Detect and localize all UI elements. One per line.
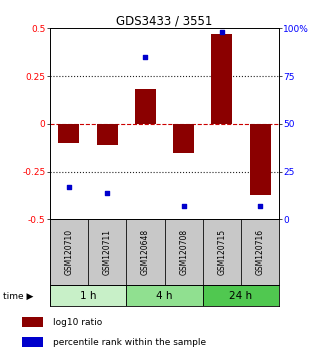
Bar [50, 219, 88, 285]
Bar [22, 337, 43, 347]
Point [219, 29, 224, 35]
Text: time ▶: time ▶ [3, 292, 34, 301]
Text: GSM120648: GSM120648 [141, 229, 150, 275]
Bar [203, 285, 279, 306]
Title: GDS3433 / 3551: GDS3433 / 3551 [116, 14, 213, 27]
Text: GSM120710: GSM120710 [65, 229, 74, 275]
Bar [211, 34, 232, 124]
Bar [22, 317, 43, 327]
Bar [135, 90, 156, 124]
Bar [50, 285, 126, 306]
Bar [58, 124, 79, 143]
Text: percentile rank within the sample: percentile rank within the sample [53, 337, 206, 347]
Point [181, 203, 186, 209]
Bar [88, 219, 126, 285]
Point [105, 190, 110, 195]
Text: GSM120715: GSM120715 [217, 229, 226, 275]
Bar [97, 124, 118, 145]
Bar [203, 219, 241, 285]
Point [257, 203, 263, 209]
Text: 1 h: 1 h [80, 291, 96, 301]
Text: log10 ratio: log10 ratio [53, 318, 102, 327]
Text: 24 h: 24 h [230, 291, 253, 301]
Point [143, 54, 148, 60]
Bar [126, 219, 164, 285]
Bar [250, 124, 271, 195]
Point [66, 184, 72, 190]
Bar [173, 124, 194, 153]
Bar [241, 219, 279, 285]
Text: 4 h: 4 h [156, 291, 173, 301]
Text: GSM120716: GSM120716 [256, 229, 265, 275]
Bar [164, 219, 203, 285]
Text: GSM120711: GSM120711 [103, 229, 112, 275]
Bar [126, 285, 203, 306]
Text: GSM120708: GSM120708 [179, 229, 188, 275]
